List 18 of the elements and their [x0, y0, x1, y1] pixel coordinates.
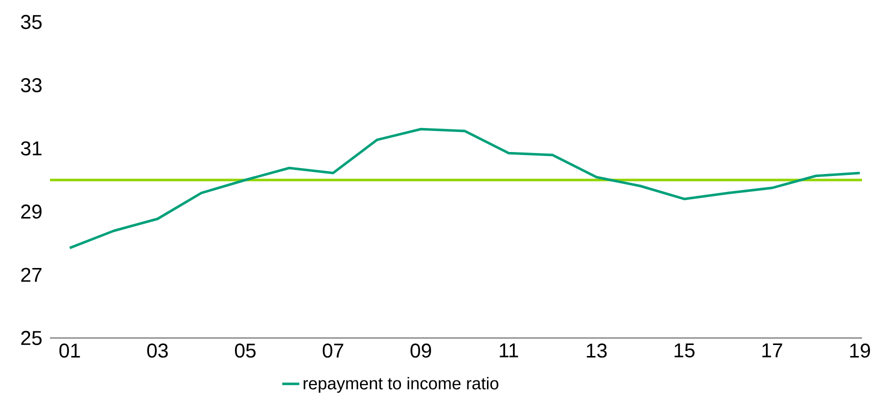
x-tick-label: 05: [234, 344, 256, 358]
y-tick-label: 31: [20, 141, 42, 156]
x-tick-label: 11: [500, 344, 518, 358]
y-tick-label: 25: [21, 330, 42, 346]
y-tick-label: 35: [20, 14, 42, 30]
x-tick-label: 15: [674, 344, 695, 358]
x-tick-label: 01: [59, 344, 80, 358]
x-tick-label: 09: [410, 344, 432, 358]
x-tick-label: 19: [850, 344, 870, 358]
x-tick-label: 13: [586, 344, 607, 358]
x-tick-label: 03: [147, 344, 168, 358]
y-tick-label: 27: [21, 268, 42, 282]
line-series: [68, 128, 862, 250]
legend-label: repayment to income ratio: [304, 376, 498, 393]
y-tick-label: 33: [20, 78, 42, 92]
y-tick-label: 29: [21, 204, 42, 219]
x-tick-label: 17: [762, 344, 782, 358]
x-tick-label: 07: [322, 344, 344, 358]
